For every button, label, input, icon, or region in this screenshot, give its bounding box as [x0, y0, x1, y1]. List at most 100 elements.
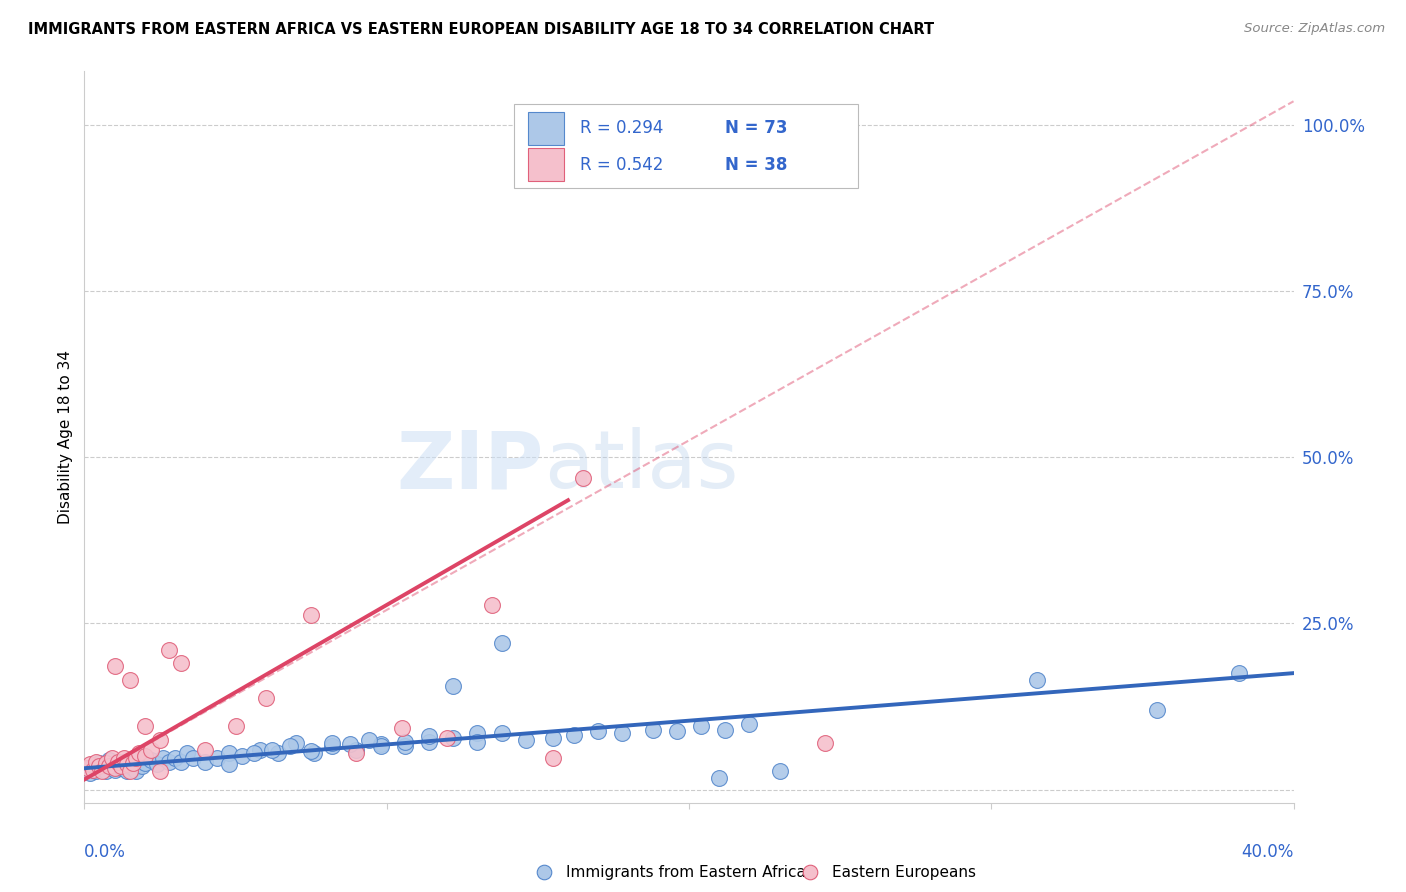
Point — [231, 749, 253, 764]
Point — [121, 760, 143, 774]
Point — [91, 761, 114, 775]
Text: 40.0%: 40.0% — [1241, 843, 1294, 861]
Point — [441, 680, 464, 694]
Point — [181, 750, 204, 764]
Point — [110, 759, 132, 773]
Point — [709, 771, 731, 785]
Text: Immigrants from Eastern Africa: Immigrants from Eastern Africa — [565, 864, 806, 880]
Point — [125, 750, 148, 764]
Point — [641, 723, 664, 737]
Point — [394, 739, 416, 754]
Point — [128, 749, 150, 764]
Point — [1146, 703, 1168, 717]
Point — [218, 746, 240, 760]
Text: Eastern Europeans: Eastern Europeans — [831, 864, 976, 880]
Text: ZIP: ZIP — [396, 427, 544, 506]
Point — [157, 643, 180, 657]
Point — [1227, 666, 1250, 681]
Point — [104, 761, 127, 775]
Point — [121, 756, 143, 770]
Point — [115, 764, 138, 778]
Point — [125, 764, 148, 778]
Point — [339, 737, 361, 751]
Point — [107, 757, 129, 772]
Point — [128, 746, 150, 760]
Point — [86, 755, 108, 769]
Point — [146, 757, 169, 772]
Point — [91, 764, 114, 778]
Point — [302, 746, 325, 760]
Point — [207, 750, 229, 764]
Text: N = 73: N = 73 — [725, 120, 787, 137]
Point — [391, 722, 413, 736]
Point — [86, 764, 108, 778]
Point — [321, 736, 343, 750]
Point — [278, 739, 301, 754]
Point — [249, 742, 271, 756]
Point — [115, 757, 138, 772]
Point — [321, 739, 343, 754]
Point — [170, 755, 193, 769]
Point — [107, 755, 129, 769]
Point — [149, 732, 172, 747]
Point — [149, 764, 172, 778]
Text: atlas: atlas — [544, 427, 738, 506]
Point — [118, 673, 141, 687]
Point — [218, 757, 240, 772]
Bar — [529, 148, 564, 181]
Point — [157, 755, 180, 769]
Point — [134, 719, 156, 733]
Point — [515, 732, 537, 747]
Point — [94, 764, 117, 778]
Point — [79, 757, 101, 772]
Text: Source: ZipAtlas.com: Source: ZipAtlas.com — [1244, 22, 1385, 36]
Point — [100, 750, 122, 764]
Point — [194, 755, 217, 769]
Point — [76, 761, 98, 775]
Point — [738, 717, 761, 731]
Point — [104, 763, 127, 777]
Point — [267, 746, 290, 760]
Point — [110, 761, 132, 775]
Point — [814, 736, 837, 750]
Point — [370, 739, 392, 754]
Point — [97, 753, 120, 767]
Text: R = 0.542: R = 0.542 — [581, 156, 664, 174]
Point — [131, 759, 153, 773]
Y-axis label: Disability Age 18 to 34: Disability Age 18 to 34 — [58, 350, 73, 524]
Point — [418, 729, 440, 743]
Point — [89, 759, 111, 773]
Point — [481, 598, 503, 612]
Point — [572, 471, 595, 485]
Point — [357, 732, 380, 747]
Point — [225, 719, 247, 733]
Point — [370, 737, 392, 751]
Point — [769, 764, 792, 778]
Point — [441, 731, 464, 745]
Point — [714, 723, 737, 737]
Point — [665, 723, 688, 738]
Point — [285, 736, 308, 750]
Point — [467, 734, 489, 748]
Point — [1222, 846, 1244, 860]
Point — [152, 750, 174, 764]
Point — [139, 753, 162, 767]
Point — [76, 763, 98, 777]
Point — [79, 765, 101, 780]
Point — [541, 750, 564, 764]
Point — [82, 763, 104, 777]
Point — [491, 726, 513, 740]
Point — [541, 731, 564, 745]
Point — [612, 726, 634, 740]
Point — [176, 746, 198, 760]
Text: R = 0.294: R = 0.294 — [581, 120, 664, 137]
Text: N = 38: N = 38 — [725, 156, 787, 174]
Point — [194, 742, 217, 756]
Point — [467, 726, 489, 740]
Point — [394, 734, 416, 748]
Point — [139, 742, 162, 756]
Point — [100, 760, 122, 774]
Point — [118, 757, 141, 772]
Point — [242, 746, 264, 760]
Point — [165, 750, 187, 764]
